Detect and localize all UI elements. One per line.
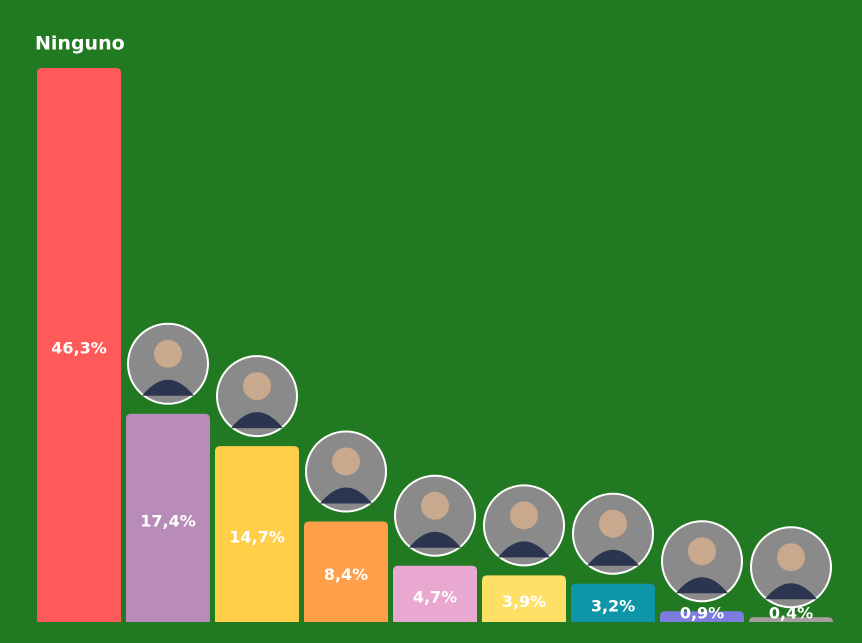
avatar-body [142,379,194,396]
avatar-head [599,509,627,538]
avatar-body [587,549,639,566]
avatar-body [231,412,283,429]
avatar-head [510,501,538,530]
avatar-head [154,339,182,368]
bar [304,521,388,622]
avatar-head [243,372,271,401]
bar [393,565,477,622]
bar [749,617,833,622]
avatar-head [777,543,805,572]
value-label: 46,3% [51,339,107,358]
bar [126,413,210,622]
avatar-head [688,537,716,566]
value-label: 14,7% [229,528,285,547]
avatar-head [421,491,449,520]
value-label: 3,2% [591,596,635,615]
value-label: 4,7% [413,587,457,606]
avatar-body [498,541,550,558]
avatar-body [676,577,728,594]
value-label: 8,4% [324,565,368,584]
avatar-body [765,583,817,600]
value-label: 17,4% [140,511,196,530]
bar [571,583,655,622]
bar [37,68,121,622]
bar [482,575,566,622]
avatar-body [320,487,372,504]
bar [660,611,744,622]
bar [215,446,299,622]
category-label: Ninguno [35,33,125,55]
value-label: 3,9% [502,592,546,611]
value-label: 0,9% [680,604,724,623]
value-label: 0,4% [769,604,813,623]
avatar-body [409,531,461,548]
avatar-head [332,447,360,476]
